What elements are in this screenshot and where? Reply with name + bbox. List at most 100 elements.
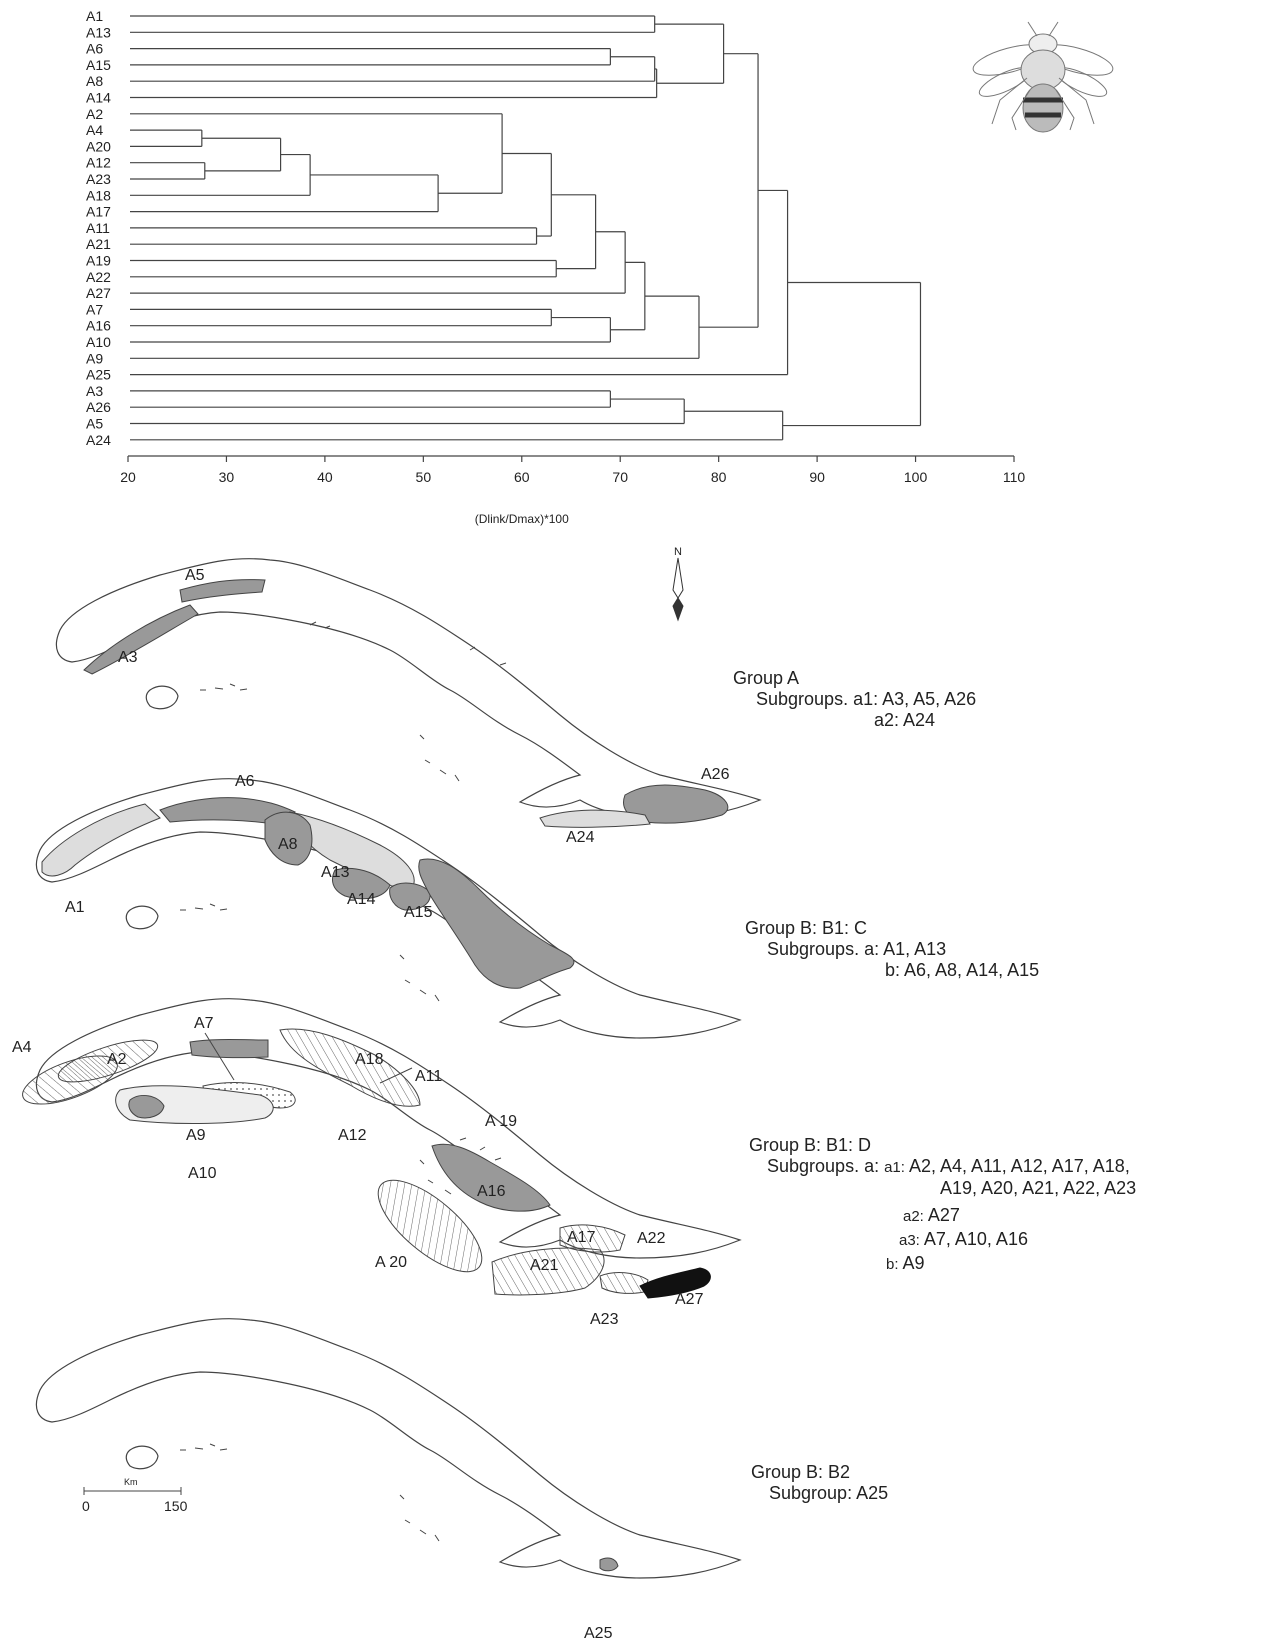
- map1-label: A26: [701, 766, 730, 783]
- map2-label: A14: [347, 891, 376, 908]
- leaf-label: A17: [86, 204, 111, 220]
- map4-label: A25: [584, 1625, 613, 1642]
- region-a14: [332, 867, 391, 900]
- map3-label: A17: [567, 1229, 596, 1246]
- map2-label: A15: [404, 904, 433, 921]
- leaf-label: A1: [86, 8, 103, 24]
- region-east: [418, 858, 575, 989]
- isla-juventud: [145, 685, 179, 710]
- map1-label: A3: [118, 649, 138, 666]
- region-a21: [491, 1247, 605, 1296]
- map3-label: A 20: [375, 1254, 407, 1271]
- leaf-label: A2: [86, 106, 103, 122]
- leaf-label: A18: [86, 187, 111, 203]
- region-a17: [559, 1224, 626, 1253]
- group-b1d-a3-tag: a3:: [899, 1232, 920, 1249]
- leaf-label: A27: [86, 285, 111, 301]
- leaf-label: A6: [86, 41, 103, 57]
- x-tick-label: 80: [711, 469, 727, 485]
- group-b1c-line2: b: A6, A8, A14, A15: [885, 960, 1040, 980]
- leaf-label: A21: [86, 236, 111, 252]
- map3-label: A10: [188, 1165, 217, 1182]
- leaf-label: A9: [86, 350, 103, 366]
- group-b2-legend: Group B: B2 Subgroup: A25: [751, 1462, 888, 1504]
- map2-label: A13: [321, 864, 350, 881]
- region-a8: [264, 811, 313, 866]
- x-tick-label: 30: [219, 469, 235, 485]
- leaf-label: A8: [86, 73, 103, 89]
- map-group-b1c: [35, 778, 742, 1039]
- region-a5: [179, 579, 266, 603]
- map2-label: A8: [278, 836, 298, 853]
- x-tick-label: 50: [416, 469, 432, 485]
- region-a3: [83, 604, 199, 675]
- x-tick-label: 60: [514, 469, 530, 485]
- map3-label: A7: [194, 1015, 214, 1032]
- x-tick-label: 100: [904, 469, 928, 485]
- map3-label: A23: [590, 1311, 619, 1328]
- map3-label: A11: [415, 1068, 442, 1085]
- map-group-b2: [35, 1318, 742, 1579]
- group-b2-title: Group B: B2: [751, 1462, 851, 1482]
- group-b1d-legend: Group B: B1: D Subgroups. a: a1: A2, A4,…: [749, 1135, 1136, 1275]
- group-b1d-b-text: A9: [902, 1253, 925, 1273]
- x-tick-label: 20: [120, 469, 136, 485]
- svg-text:0: 0: [82, 1498, 90, 1514]
- x-tick-label: 70: [612, 469, 628, 485]
- group-b1d-title: Group B: B1: D: [749, 1135, 872, 1155]
- map3-label: A4: [12, 1039, 32, 1056]
- svg-text:N: N: [674, 546, 682, 558]
- group-b1d-a1-text2: A19, A20, A21, A22, A23: [940, 1178, 1137, 1198]
- group-b1d-b-tag: b:: [886, 1256, 899, 1273]
- x-tick-label: 110: [1003, 469, 1026, 485]
- cuba-outline: [35, 778, 742, 1039]
- map3-label: A22: [637, 1230, 666, 1247]
- region-a24: [539, 809, 651, 828]
- group-b1d-a1-text: A2, A4, A11, A12, A17, A18,: [908, 1156, 1130, 1176]
- region-a6: [159, 797, 296, 826]
- group-b1c-legend: Group B: B1: C Subgroups. a: A1, A13 b: …: [745, 918, 1039, 981]
- group-b1c-line1: Subgroups. a: A1, A13: [767, 939, 947, 959]
- region-a15: [389, 882, 431, 911]
- leaf-label: A5: [86, 416, 103, 432]
- map3-label: A27: [675, 1291, 704, 1308]
- isla-juventud: [125, 1445, 159, 1470]
- leaf-label: A23: [86, 171, 111, 187]
- leaf-label: A25: [86, 367, 111, 383]
- region-a1: [41, 803, 161, 877]
- map1-label: A5: [185, 567, 205, 584]
- group-a-legend: Group A Subgroups. a1: A3, A5, A26 a2: A…: [733, 668, 976, 731]
- map3-label: A 19: [485, 1113, 517, 1130]
- group-b1d-prefix: Subgroups. a:: [767, 1156, 880, 1176]
- leaf-label: A26: [86, 399, 111, 415]
- region-a27: [639, 1267, 711, 1299]
- leaf-label: A4: [86, 122, 103, 138]
- leaf-label: A13: [86, 24, 111, 40]
- leaf-label: A7: [86, 301, 103, 317]
- leaf-label: A24: [86, 432, 111, 448]
- region-a20: [377, 1179, 483, 1273]
- map3-label: A21: [530, 1257, 559, 1274]
- group-a-title: Group A: [733, 668, 800, 688]
- map3-regions: [22, 1028, 711, 1299]
- group-a-line1: Subgroups. a1: A3, A5, A26: [756, 689, 977, 709]
- x-tick-label: 90: [809, 469, 825, 485]
- x-axis-label: (Dlink/Dmax)*100: [475, 512, 569, 526]
- leaf-label: A14: [86, 90, 111, 106]
- region-a25: [599, 1557, 619, 1572]
- leaf-label: A3: [86, 383, 103, 399]
- dendrogram: A1A13A6A15A8A14A2A4A20A12A23A18A17A11A21…: [86, 8, 1025, 526]
- cuba-outline: [35, 1318, 742, 1579]
- leaf-label: A15: [86, 57, 111, 73]
- map3-label: A12: [338, 1127, 367, 1144]
- map3-label: A2: [107, 1051, 127, 1068]
- map2-label: A6: [235, 773, 255, 790]
- region-a10-inner: [128, 1094, 165, 1119]
- leaf-label: A16: [86, 318, 111, 334]
- north-arrow: N: [672, 546, 684, 622]
- map-group-a: A5 A3 A26 A24: [55, 558, 762, 846]
- leaf-label: A19: [86, 253, 111, 269]
- map2-label: A1: [65, 899, 85, 916]
- region-a16: [431, 1143, 551, 1212]
